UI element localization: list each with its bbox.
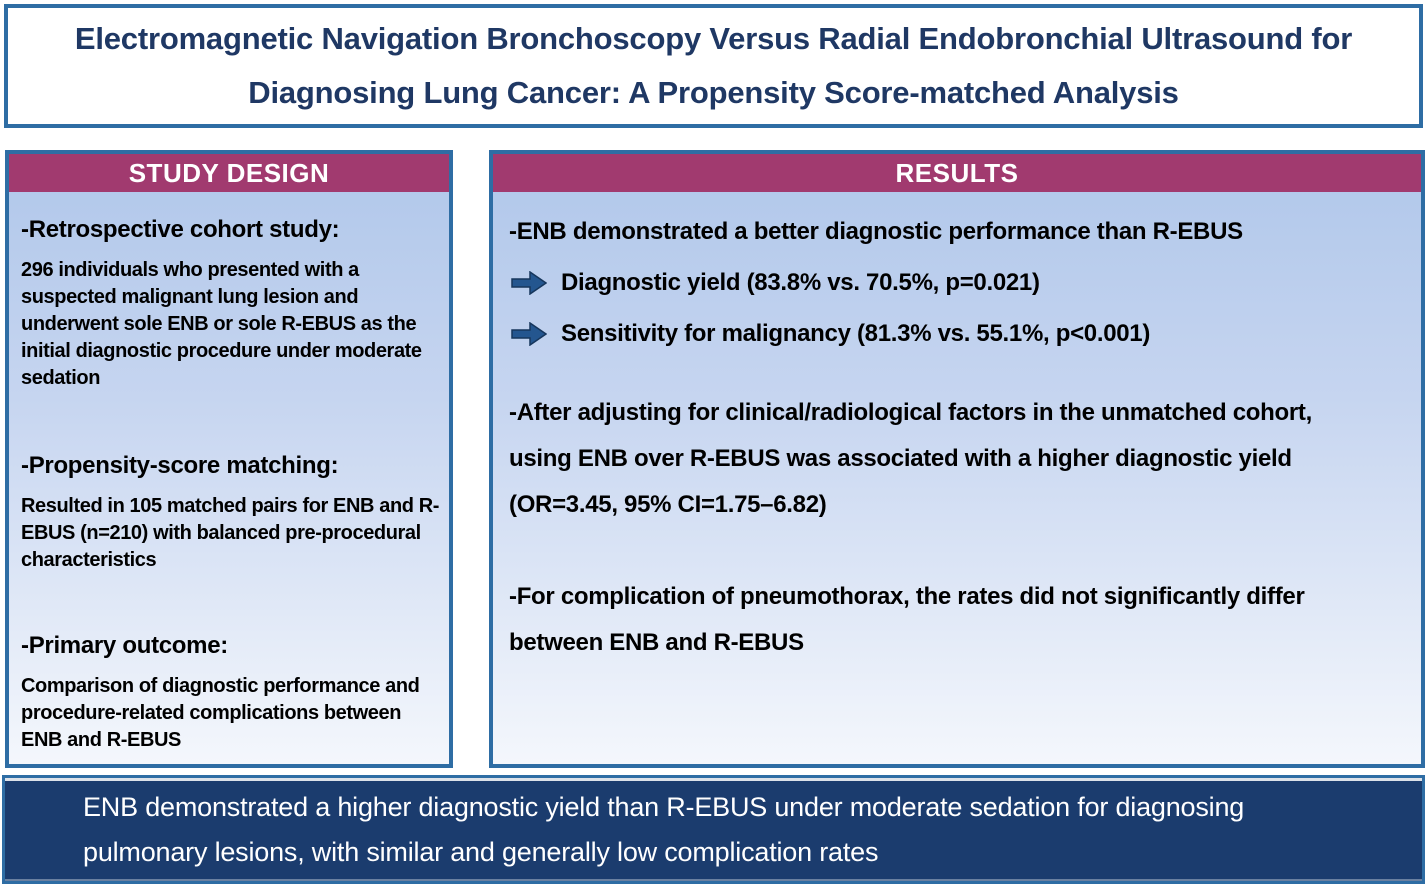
arrow-right-icon [511,271,547,295]
section-body-retrospective: 296 individuals who presented with a sus… [21,259,422,389]
results-bullet-diagnostic-yield: Diagnostic yield (83.8% vs. 70.5%, p=0.0… [511,269,1407,297]
results-lead: -ENB demonstrated a better diagnostic pe… [509,218,1243,245]
bullet-text-sensitivity: Sensitivity for malignancy (81.3% vs. 55… [561,320,1151,347]
section-heading-propensity: -Propensity-score matching: [21,452,339,479]
section-heading-outcome: -Primary outcome: [21,632,228,659]
results-paragraph-pneumothorax: -For complication of pneumothorax, the r… [509,583,1305,656]
results-paragraph-adjusted: -After adjusting for clinical/radiologic… [509,399,1312,518]
results-header: RESULTS [493,154,1421,192]
results-body: -ENB demonstrated a better diagnostic pe… [493,192,1421,666]
section-heading-retrospective: -Retrospective cohort study: [21,216,340,243]
conclusion-text: ENB demonstrated a higher diagnostic yie… [83,791,1245,867]
title-box: Electromagnetic Navigation Bronchoscopy … [4,4,1423,128]
page-title-line-2: Diagnosing Lung Cancer: A Propensity Sco… [248,75,1179,110]
study-design-body: -Retrospective cohort study: 296 individ… [9,192,449,754]
bullet-text-diagnostic-yield: Diagnostic yield (83.8% vs. 70.5%, p=0.0… [561,269,1040,296]
results-bullet-sensitivity: Sensitivity for malignancy (81.3% vs. 55… [511,320,1407,348]
arrow-right-icon [511,322,547,346]
study-design-header: STUDY DESIGN [9,154,449,192]
study-design-panel: STUDY DESIGN -Retrospective cohort study… [5,150,453,768]
results-panel: RESULTS -ENB demonstrated a better diagn… [489,150,1425,768]
page-title-line-1: Electromagnetic Navigation Bronchoscopy … [74,21,1353,56]
conclusion-bar: ENB demonstrated a higher diagnostic yie… [2,775,1425,884]
section-body-propensity: Resulted in 105 matched pairs for ENB an… [21,495,440,571]
section-body-outcome: Comparison of diagnostic performance and… [21,675,420,751]
